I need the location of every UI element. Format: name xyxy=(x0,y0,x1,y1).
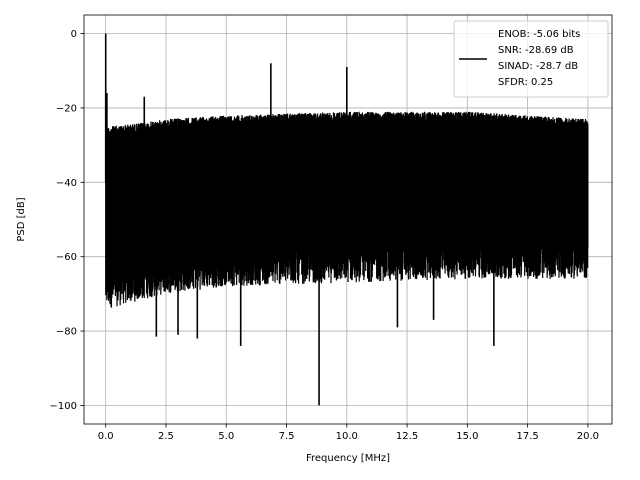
legend-enob: ENOB: -5.06 bits xyxy=(498,29,580,40)
y-tick-label: −60 xyxy=(56,252,77,263)
y-tick-label: −80 xyxy=(56,327,77,338)
x-tick-label: 7.5 xyxy=(279,431,295,442)
y-axis-label: PSD [dB] xyxy=(16,197,27,241)
x-tick-label: 5.0 xyxy=(218,431,234,442)
x-axis-ticks: 0.0 2.5 5.0 7.5 10.0 12.5 15.0 17.5 20.0 xyxy=(98,424,599,442)
x-tick-label: 12.5 xyxy=(396,431,418,442)
plot-frame xyxy=(83,14,613,425)
x-tick-label: 2.5 xyxy=(158,431,174,442)
y-tick-label: 0 xyxy=(71,29,77,40)
legend-sfdr: SFDR: 0.25 xyxy=(498,77,553,88)
y-axis-ticks: 0 −20 −40 −60 −80 −100 xyxy=(50,29,84,412)
y-tick-label: −40 xyxy=(56,178,77,189)
legend-box xyxy=(453,20,609,98)
x-tick-label: 10.0 xyxy=(336,431,358,442)
noise-band-fill xyxy=(105,122,588,250)
legend: ENOB: -5.06 bits SNR: -28.69 dB SINAD: -… xyxy=(453,20,609,98)
psd-trace xyxy=(104,33,589,406)
y-tick-label: −20 xyxy=(56,103,77,114)
x-tick-label: 0.0 xyxy=(98,431,114,442)
x-axis-label: Frequency [MHz] xyxy=(306,453,390,464)
legend-snr: SNR: -28.69 dB xyxy=(498,45,574,56)
x-tick-label: 20.0 xyxy=(577,431,599,442)
legend-sinad: SINAD: -28.7 dB xyxy=(498,61,578,72)
y-tick-label: −100 xyxy=(50,401,77,412)
x-tick-label: 17.5 xyxy=(516,431,538,442)
x-tick-label: 15.0 xyxy=(456,431,478,442)
